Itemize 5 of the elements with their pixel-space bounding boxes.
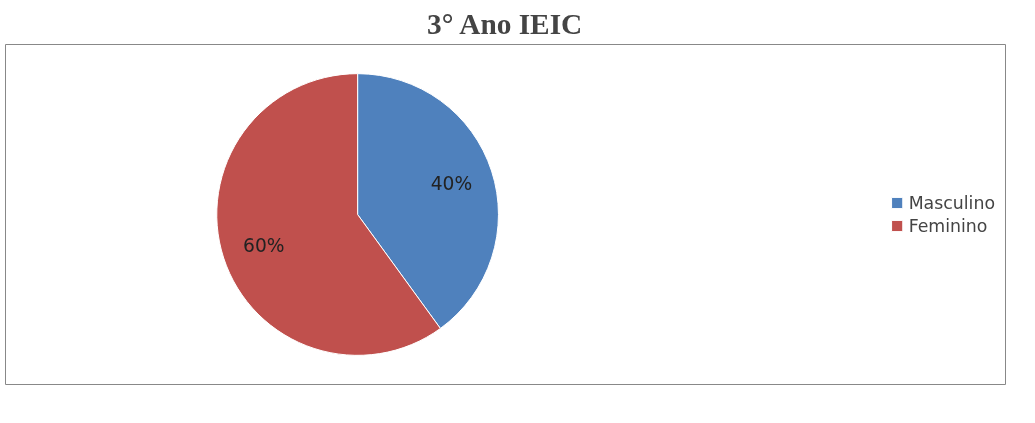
data-label: 60% bbox=[243, 234, 285, 256]
data-label: 40% bbox=[430, 173, 473, 195]
legend-label: Masculino bbox=[908, 192, 995, 213]
chart-title: 3° Ano IEIC bbox=[427, 7, 583, 40]
legend-label: Feminino bbox=[908, 215, 988, 236]
